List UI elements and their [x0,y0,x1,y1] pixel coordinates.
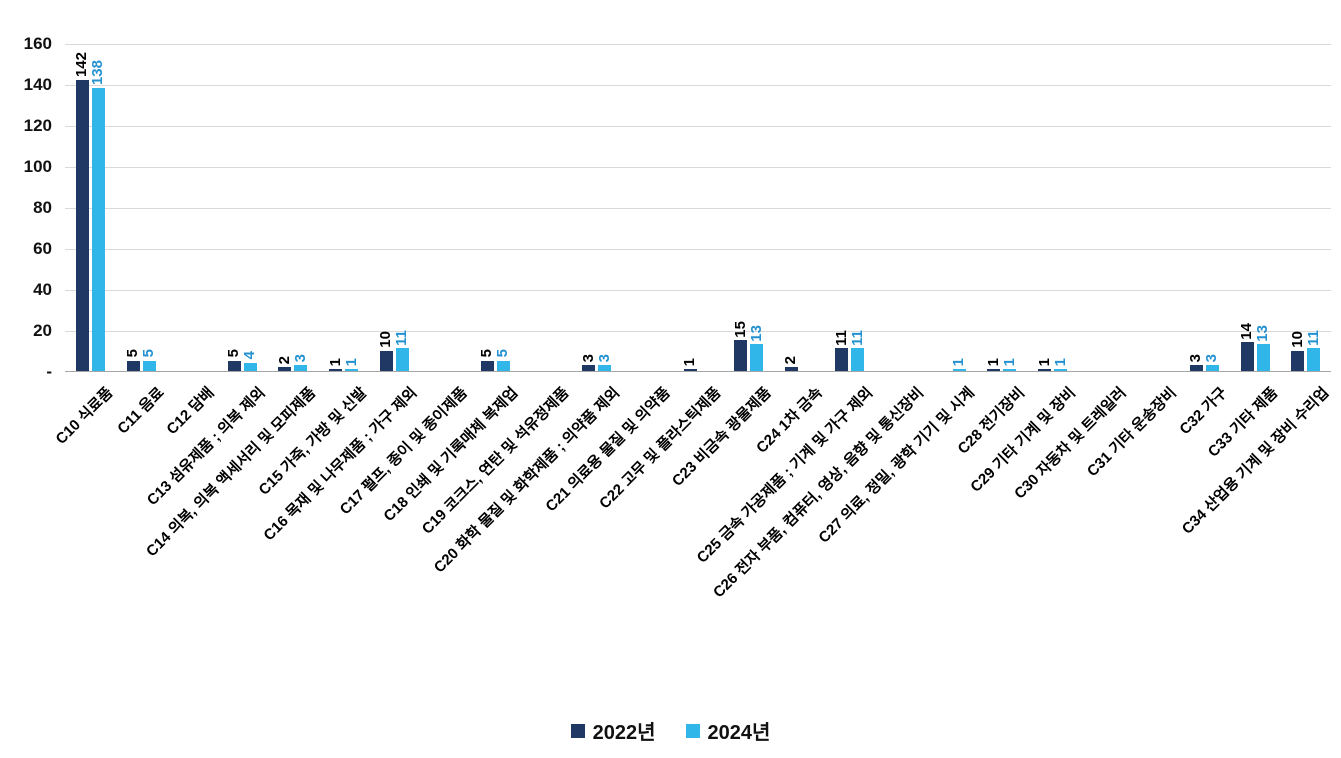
bar-2022년 [1291,350,1305,371]
bar-2024년 [1256,344,1270,371]
bar-2022년 [582,364,596,371]
y-axis-tick-label: 80 [33,198,52,217]
value-label: 1 [950,357,968,366]
bar-2024년 [851,348,865,371]
bar-2024년 [294,364,308,371]
gridline [65,331,1331,332]
bar-2024년 [345,368,358,371]
value-label: 15 [731,320,749,338]
bar-2024년 [1205,364,1219,371]
category-label: C31 기타 운송장비 [1084,384,1180,481]
bar-2022년 [1189,364,1203,371]
category-label: C20 화학 물질 및 화학제품 ; 의약품 제외 [430,384,623,577]
legend-swatch [570,723,585,738]
bar-2022년 [75,79,89,371]
bar-2024년 [142,360,156,371]
value-label: 1 [342,357,360,366]
bar-2022년 [278,366,292,371]
bar-2022년 [329,368,342,371]
legend-item: 2024년 [685,716,771,745]
value-label: 5 [140,349,157,358]
gridline [65,249,1331,250]
y-axis-tick-label: 100 [23,157,52,176]
category-label: C11 음료 [113,384,168,438]
category-label: C10 식료품 [52,384,117,448]
bar-2024년 [91,88,105,371]
value-label: 3 [595,353,613,362]
bar-2024년 [750,344,764,371]
value-label: 13 [1254,324,1271,342]
y-axis-tick-label: 60 [33,239,52,258]
bar-2024년 [496,360,510,371]
bar-2022년 [835,348,849,371]
value-label: 138 [89,60,107,86]
value-label: 1 [1000,357,1018,366]
gridline [65,126,1331,127]
bar-2022년 [987,368,1001,371]
value-label: 1 [1051,357,1069,366]
gridline [65,44,1331,45]
bar-2022년 [1038,368,1051,371]
y-axis-tick-label: 120 [23,116,52,135]
gridline [65,85,1331,86]
bar-2022년 [1240,342,1254,371]
value-label: 10 [1288,330,1306,348]
y-axis-tick-label: 140 [23,75,52,94]
bar-2024년 [243,362,257,371]
x-axis-labels: C10 식료품 C11 음료 C12 담배 C13 섬유제품 ; 의복 제외 C14 의… [53,374,1332,718]
bar-2024년 [1003,368,1017,371]
value-label: 11 [393,329,411,346]
bar-2022년 [379,350,393,371]
legend-label: 2024년 [707,722,771,744]
plot-area: 142 5 5 2 1 10 5 3 1 15 2 11 1 1 3 14 10 138 5 4 3 1 11 5 3 13 11 1… [65,44,1331,372]
legend-swatch [685,723,700,738]
value-label: 1 [326,357,344,366]
gridline [65,290,1331,291]
bar-2022년 [227,360,241,371]
value-label: 2 [782,355,800,364]
y-axis-tick-label: - [46,362,52,381]
y-axis-tick-label: 40 [33,280,52,299]
value-label: 3 [1203,353,1221,362]
legend-label: 2022년 [592,722,656,744]
bar-2024년 [952,368,966,371]
bar-2024년 [1054,368,1067,371]
legend-item: 2022년 [570,716,656,745]
value-label: 1 [681,357,698,366]
value-label: 13 [747,324,765,342]
value-label: 3 [579,353,597,362]
value-label: 11 [1304,329,1322,346]
value-label: 4 [241,351,259,360]
bar-2022년 [784,366,798,371]
bar-2024년 [1307,348,1321,371]
gridline [65,208,1331,209]
value-label: 5 [494,349,512,358]
value-label: 3 [291,353,309,362]
y-axis-tick-label: 160 [23,34,52,53]
bar-2022년 [683,368,697,371]
bar-2022년 [480,360,494,371]
y-axis-tick-label: 20 [33,321,52,340]
gridline [65,167,1331,168]
bar-2022년 [126,360,140,371]
bar-2024년 [598,364,612,371]
value-label: 1 [1035,357,1053,366]
legend: 2022년 2024년 [0,716,1341,745]
value-label: 11 [848,329,866,346]
bar-2024년 [395,348,409,371]
bar-2022년 [734,340,748,371]
